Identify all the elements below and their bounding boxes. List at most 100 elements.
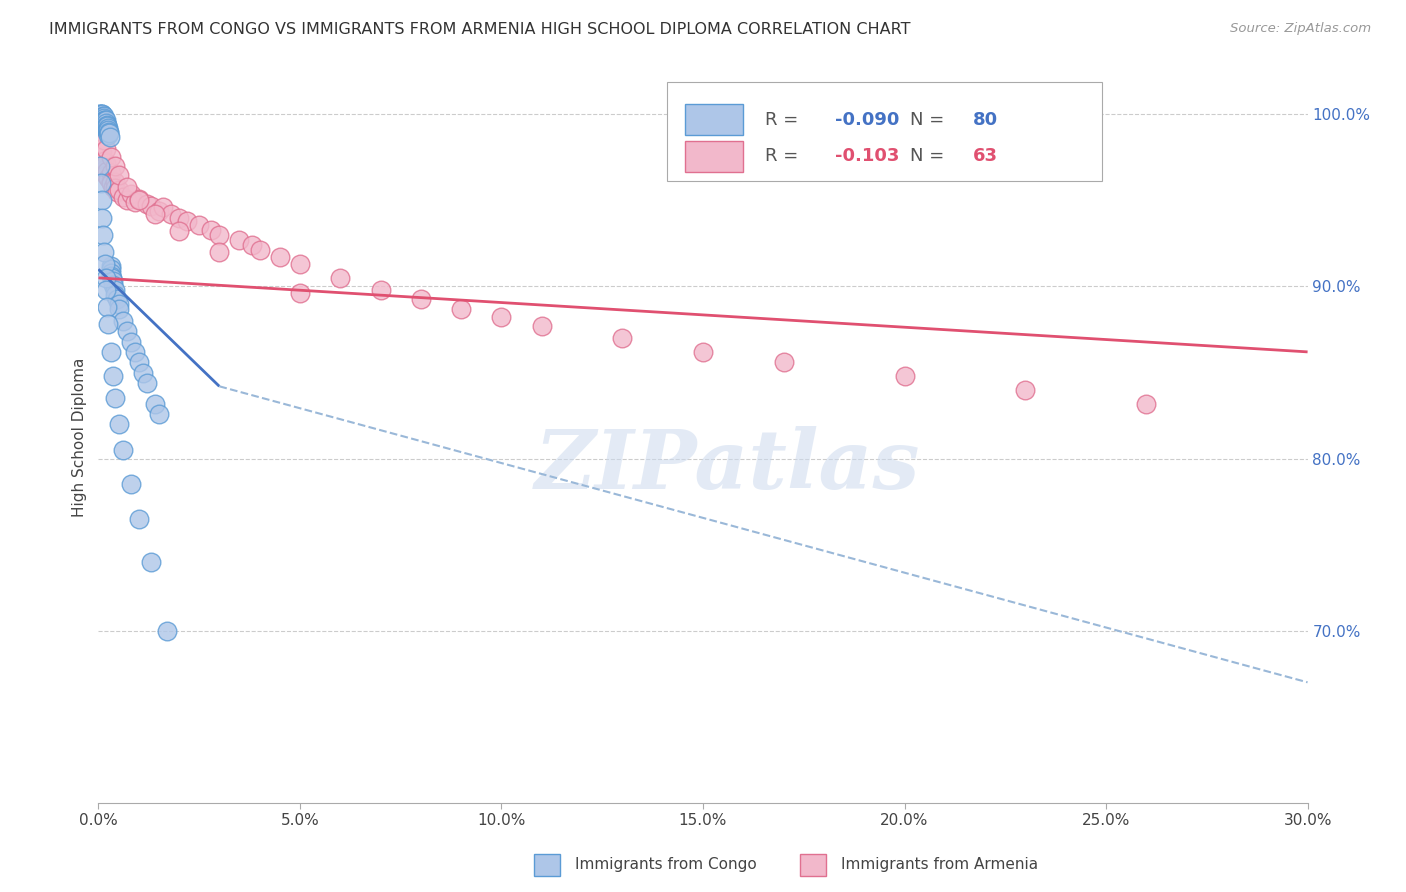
- Point: [96, 121, 118, 136]
- Point: [96, 168, 118, 182]
- Point: [115, 324, 138, 338]
- Point: [100, 344, 122, 359]
- Point: [103, 174, 125, 188]
- Point: [100, 166, 122, 180]
- Point: [93, 111, 115, 125]
- Point: [104, 181, 127, 195]
- Point: [89, 107, 111, 121]
- Point: [772, 355, 794, 369]
- Point: [97, 125, 120, 139]
- Text: 63: 63: [973, 147, 998, 165]
- Point: [93, 112, 115, 127]
- Point: [143, 396, 166, 410]
- Point: [96, 116, 118, 130]
- Point: [1014, 383, 1036, 397]
- Point: [107, 301, 129, 316]
- Point: [94, 114, 117, 128]
- Point: [96, 118, 118, 132]
- Point: [124, 195, 146, 210]
- Point: [370, 283, 392, 297]
- Point: [132, 366, 155, 380]
- Point: [97, 121, 120, 136]
- Point: [97, 125, 120, 139]
- Point: [91, 227, 114, 242]
- Point: [91, 145, 114, 160]
- Text: R =: R =: [765, 147, 810, 165]
- Point: [1135, 396, 1157, 410]
- Point: [96, 112, 118, 127]
- Point: [94, 112, 117, 127]
- Point: [103, 288, 125, 302]
- Point: [97, 128, 120, 142]
- Point: [105, 185, 128, 199]
- Point: [100, 269, 122, 284]
- Text: Immigrants from Armenia: Immigrants from Armenia: [841, 857, 1038, 872]
- Point: [111, 190, 134, 204]
- Point: [128, 512, 150, 526]
- Point: [249, 244, 271, 258]
- FancyBboxPatch shape: [685, 141, 742, 171]
- Point: [97, 318, 120, 332]
- Point: [98, 129, 121, 144]
- Point: [100, 262, 122, 277]
- Point: [100, 259, 122, 273]
- Point: [124, 344, 146, 359]
- Point: [98, 126, 121, 140]
- Point: [94, 118, 117, 132]
- Point: [288, 286, 311, 301]
- Point: [100, 176, 122, 190]
- Point: [100, 150, 122, 164]
- Point: [91, 159, 114, 173]
- Point: [93, 153, 115, 168]
- Text: 80: 80: [973, 111, 998, 128]
- Point: [491, 310, 513, 325]
- Text: Immigrants from Congo: Immigrants from Congo: [575, 857, 756, 872]
- Point: [893, 369, 915, 384]
- Y-axis label: High School Diploma: High School Diploma: [72, 358, 87, 516]
- Point: [115, 194, 138, 208]
- Point: [530, 319, 553, 334]
- Point: [103, 283, 125, 297]
- Point: [101, 179, 124, 194]
- Point: [409, 292, 432, 306]
- Point: [135, 197, 157, 211]
- Point: [101, 369, 124, 384]
- Point: [94, 257, 117, 271]
- Point: [288, 257, 311, 271]
- Point: [91, 111, 114, 125]
- Point: [450, 301, 472, 316]
- Point: [115, 179, 138, 194]
- Point: [148, 203, 170, 218]
- Point: [148, 407, 170, 421]
- Point: [111, 442, 134, 457]
- Point: [96, 123, 118, 137]
- Text: -0.103: -0.103: [835, 147, 900, 165]
- Text: IMMIGRANTS FROM CONGO VS IMMIGRANTS FROM ARMENIA HIGH SCHOOL DIPLOMA CORRELATION: IMMIGRANTS FROM CONGO VS IMMIGRANTS FROM…: [49, 22, 911, 37]
- Point: [228, 233, 250, 247]
- Point: [93, 112, 115, 127]
- Point: [208, 227, 231, 242]
- Point: [156, 624, 179, 638]
- Point: [93, 133, 115, 147]
- Point: [101, 274, 124, 288]
- Point: [100, 174, 122, 188]
- Point: [96, 164, 118, 178]
- FancyBboxPatch shape: [685, 104, 742, 135]
- Point: [167, 211, 190, 225]
- Point: [94, 162, 117, 177]
- Point: [96, 155, 118, 169]
- Point: [91, 109, 114, 123]
- Point: [93, 111, 115, 125]
- Point: [139, 198, 162, 212]
- Point: [96, 120, 118, 134]
- Point: [143, 207, 166, 221]
- Point: [91, 112, 114, 127]
- Point: [90, 109, 112, 123]
- Point: [94, 120, 117, 134]
- Point: [94, 271, 117, 285]
- Point: [128, 194, 150, 208]
- Point: [329, 271, 352, 285]
- Text: N =: N =: [910, 147, 950, 165]
- Point: [91, 109, 114, 123]
- Point: [107, 168, 129, 182]
